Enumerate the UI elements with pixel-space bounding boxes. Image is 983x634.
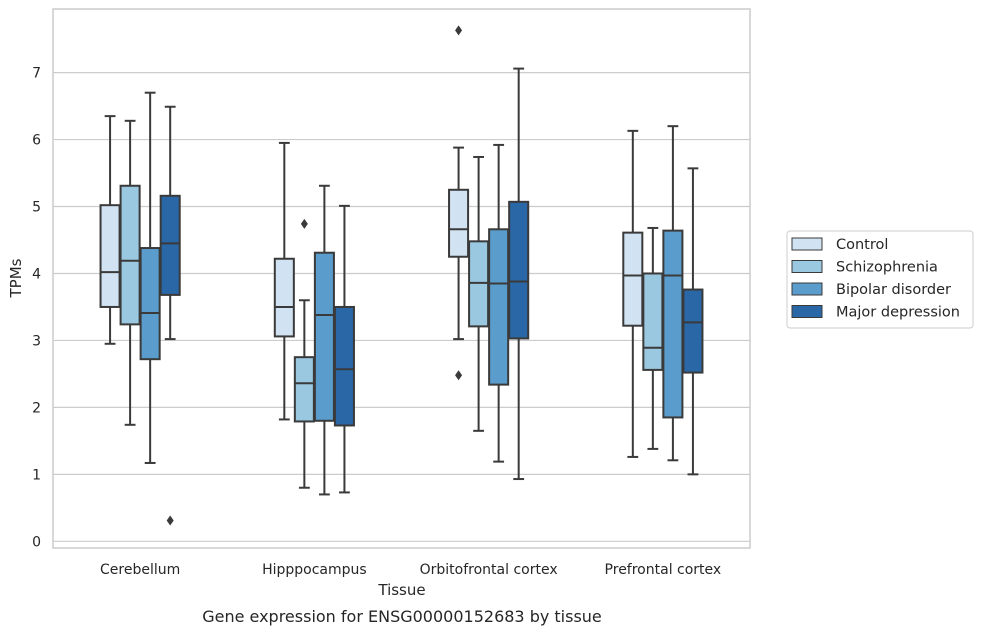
- box-control: [273, 141, 295, 421]
- legend-swatch: [791, 282, 823, 296]
- box-schizophrenia: [642, 226, 664, 450]
- x-axis-label: Tissue: [377, 581, 425, 599]
- box-plot-area: [99, 25, 704, 526]
- box-schizophrenia: [468, 155, 490, 432]
- chart-caption: Gene expression for ENSG00000152683 by t…: [202, 607, 602, 626]
- iqr-box: [448, 188, 470, 258]
- iqr-box: [642, 272, 664, 371]
- legend-swatch: [791, 260, 823, 273]
- box-bipolar-disorder: [139, 91, 161, 464]
- iqr-box: [293, 356, 315, 423]
- legend-entry-label: Control: [836, 237, 888, 253]
- iqr-box: [508, 200, 530, 340]
- box-control: [99, 115, 121, 345]
- box-major-depression: [682, 167, 704, 476]
- box-control: [622, 129, 644, 458]
- y-tick-label: 5: [32, 200, 41, 216]
- legend-entry-label: Schizophrenia: [836, 260, 938, 276]
- iqr-box: [99, 204, 121, 308]
- iqr-box: [159, 194, 181, 296]
- y-tick-label: 2: [32, 400, 41, 416]
- legend-entry-label: Bipolar disorder: [836, 282, 951, 298]
- box-bipolar-disorder: [662, 125, 684, 462]
- legend-swatch: [791, 237, 823, 251]
- iqr-box: [622, 231, 644, 327]
- iqr-box: [468, 240, 490, 328]
- y-tick-label: 4: [32, 266, 41, 282]
- plot-frame: [52, 8, 751, 549]
- iqr-box: [139, 247, 161, 361]
- iqr-box: [333, 305, 355, 427]
- y-tick-label: 3: [32, 333, 41, 349]
- y-tick-label: 6: [32, 133, 41, 149]
- legend-swatch: [791, 305, 823, 318]
- box-schizophrenia: [293, 218, 315, 489]
- box-schizophrenia: [119, 119, 141, 426]
- y-tick-label: 0: [32, 534, 41, 550]
- outlier-point: [166, 515, 174, 526]
- y-tick-label: 1: [32, 467, 41, 483]
- iqr-box: [488, 228, 510, 386]
- iqr-box: [662, 229, 684, 419]
- box-bipolar-disorder: [313, 184, 335, 496]
- box-bipolar-disorder: [488, 143, 510, 463]
- y-tick-label: 7: [32, 66, 41, 82]
- iqr-box: [273, 257, 295, 338]
- iqr-box: [682, 288, 704, 374]
- outlier-point: [300, 218, 308, 229]
- legend-box: [786, 230, 974, 329]
- box-control: [448, 25, 470, 381]
- y-axis-ticks: 0 1 2 3 4 5 6 7: [32, 66, 41, 551]
- x-tick-label: Prefrontal cortex: [605, 562, 722, 578]
- legend-entry-label: Major depression: [836, 305, 960, 321]
- box-major-depression: [508, 67, 530, 481]
- outlier-point: [455, 370, 463, 381]
- outlier-point: [455, 25, 463, 36]
- legend: Control Schizophrenia Bipolar disorder Majo…: [786, 230, 974, 329]
- y-gridlines: [53, 72, 750, 542]
- y-axis-label: TPMs: [7, 258, 25, 298]
- x-tick-label: Cerebellum: [100, 562, 180, 578]
- x-axis-ticks: Cerebellum Hipppocampus Orbitofrontal cort…: [100, 562, 721, 578]
- x-tick-label: Hipppocampus: [262, 562, 367, 578]
- x-tick-label: Orbitofrontal cortex: [420, 562, 558, 578]
- box-major-depression: [159, 105, 181, 526]
- box-major-depression: [333, 204, 355, 494]
- iqr-box: [313, 251, 335, 422]
- iqr-box: [119, 184, 141, 326]
